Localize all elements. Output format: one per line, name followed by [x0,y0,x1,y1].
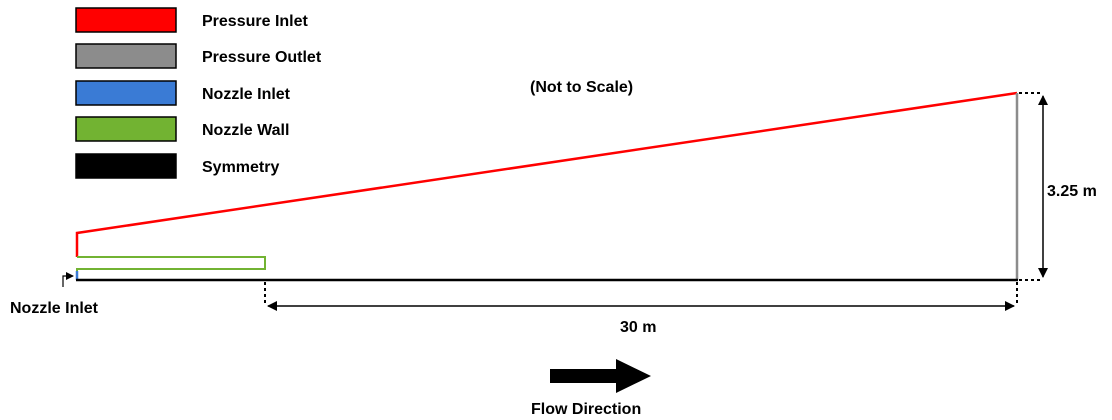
legend-swatch-nozzle-wall [75,116,177,142]
legend-label-nozzle-inlet: Nozzle Inlet [202,86,291,103]
domain-geometry [75,91,1019,282]
legend-swatch-nozzle-inlet [75,80,177,106]
legend-swatch-pressure-outlet [75,43,177,69]
legend-label-nozzle-wall: Nozzle Wall [202,122,289,139]
legend: Pressure Inlet Pressure Outlet Nozzle In… [75,7,322,179]
legend-item-nozzle-inlet: Nozzle Inlet [75,80,291,106]
flow-direction-arrow [550,359,651,393]
length-dimension [264,282,1018,311]
legend-swatch-pressure-inlet [75,7,177,33]
legend-label-symmetry: Symmetry [202,159,279,176]
flow-direction-label: Flow Direction [531,401,641,418]
legend-item-pressure-inlet: Pressure Inlet [75,7,309,33]
height-label: 3.25 m [1047,183,1097,200]
pressure-inlet-boundary [75,91,1018,257]
nozzle-inlet-pointer-arrow [62,272,74,287]
legend-item-pressure-outlet: Pressure Outlet [75,43,322,69]
legend-swatch-symmetry [75,153,177,179]
length-label: 30 m [620,319,656,336]
legend-label-pressure-inlet: Pressure Inlet [202,13,309,30]
legend-item-nozzle-wall: Nozzle Wall [75,116,289,142]
nozzle-inlet-pointer [62,272,74,287]
nozzle-wall-boundary [76,256,266,273]
legend-item-symmetry: Symmetry [75,153,279,179]
not-to-scale-note: (Not to Scale) [530,79,633,96]
nozzle-inlet-annotation: Nozzle Inlet [10,300,99,317]
height-dimension [1019,92,1048,281]
legend-label-pressure-outlet: Pressure Outlet [202,49,322,66]
